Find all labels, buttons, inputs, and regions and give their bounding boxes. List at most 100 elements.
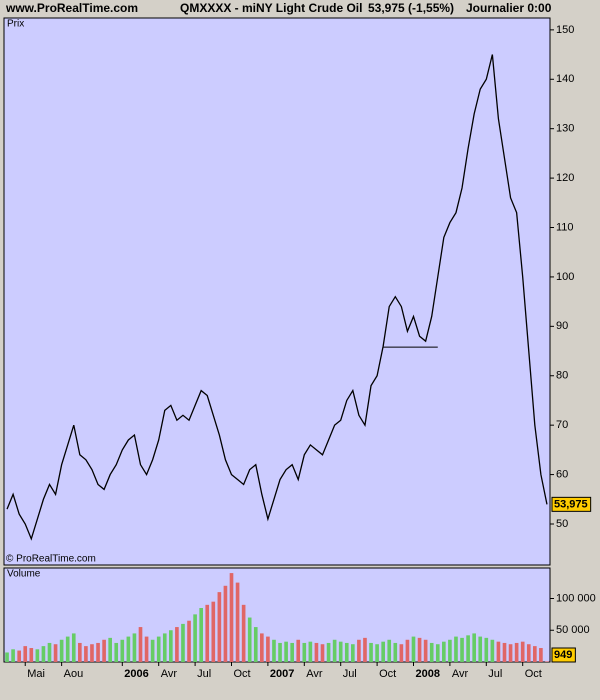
volume-bar <box>460 637 464 662</box>
volume-bar <box>193 614 197 662</box>
volume-bar <box>435 644 440 662</box>
volume-bar <box>29 648 34 662</box>
instrument-title: QMXXXX - miNY Light Crude Oil <box>180 1 362 15</box>
x-tick-label: Avr <box>452 668 469 680</box>
volume-bar <box>211 601 216 662</box>
x-tick-label: Jul <box>488 668 502 680</box>
volume-bar <box>53 644 58 662</box>
volume-bar <box>108 637 112 662</box>
volume-bar <box>484 637 489 662</box>
y-tick-label: 100 000 <box>556 592 596 604</box>
volume-bar <box>138 627 143 662</box>
panel-label: Prix <box>7 19 24 30</box>
volume-bar <box>150 639 155 662</box>
volume-bar <box>205 604 210 662</box>
volume-bar <box>102 639 106 662</box>
volume-bar <box>247 617 252 662</box>
y-tick-label: 140 <box>556 73 574 85</box>
volume-bar <box>375 644 379 662</box>
volume-bar <box>71 633 76 662</box>
x-tick-label: Avr <box>306 668 323 680</box>
volume-bar <box>399 644 404 662</box>
price-line <box>6 54 548 541</box>
volume-bar <box>199 608 203 662</box>
x-tick-label: Jul <box>197 668 211 680</box>
volume-bar <box>429 642 434 662</box>
volume-bar <box>442 641 446 662</box>
x-tick-label: Aou <box>64 668 84 680</box>
volume-bar <box>187 620 191 662</box>
last-value-label: 949 <box>554 649 572 661</box>
x-tick-label: Oct <box>234 668 251 680</box>
volume-bar <box>260 633 264 662</box>
y-tick-label: 130 <box>556 123 574 135</box>
x-tick-label: Mai <box>27 668 45 680</box>
volume-bar <box>405 639 410 662</box>
volume-bar <box>472 633 476 662</box>
volume-bar <box>417 637 422 662</box>
volume-bar <box>78 642 82 662</box>
volume-bar <box>278 642 282 662</box>
volume-bar <box>344 642 349 662</box>
volume-bar <box>84 646 88 662</box>
volume-bar <box>454 636 458 662</box>
volume-bar <box>545 661 549 662</box>
volume-bar <box>229 573 234 662</box>
plot-area <box>3 17 551 566</box>
volume-bar <box>302 642 307 662</box>
x-tick-label: Jul <box>343 668 357 680</box>
panel-label: Volume <box>7 569 41 580</box>
price-panel: 50 60 70 80 90 100 110 120 130 140 150 Prix © ProRea… <box>3 17 592 566</box>
x-tick-label: Avr <box>161 668 178 680</box>
volume-bar <box>466 635 470 662</box>
volume-bar <box>272 639 276 662</box>
volume-bar <box>496 641 501 662</box>
volume-bar <box>132 633 137 662</box>
volume-bar <box>144 636 149 662</box>
last-value-tag <box>551 647 576 663</box>
volume-bar <box>96 642 100 662</box>
volume-bar <box>387 639 392 662</box>
volume-panel: 100 000 50 000 Volume Mai Aou 2006 Avr Jul Oct 20… <box>3 567 596 680</box>
volume-bar <box>65 636 70 662</box>
volume-bar <box>526 644 531 662</box>
volume-bar <box>539 648 543 662</box>
volume-bar <box>296 639 301 662</box>
volume-bar <box>41 646 46 662</box>
x-tick-label: 2008 <box>416 668 440 680</box>
x-tick-label: Oct <box>525 668 542 680</box>
volume-bar <box>266 636 270 662</box>
volume-bar <box>520 641 525 662</box>
period: Journalier 0:00 <box>466 1 552 15</box>
volume-bar <box>59 639 64 662</box>
volume-bar <box>175 627 179 662</box>
last-value-tag <box>551 496 592 512</box>
volume-bar <box>448 639 452 662</box>
volume-bar <box>11 649 15 662</box>
volume-bar <box>369 642 373 662</box>
volume-bar <box>181 623 185 662</box>
volume-bar <box>351 644 355 662</box>
volume-bar <box>393 642 398 662</box>
volume-bar <box>126 636 131 662</box>
volume-bar <box>120 639 125 662</box>
volume-bar <box>5 652 9 662</box>
volume-bar <box>35 649 40 662</box>
last-value-label: 53,975 <box>554 498 588 510</box>
volume-bar <box>162 633 167 662</box>
volume-bar <box>326 642 331 662</box>
x-tick-label: Oct <box>379 668 396 680</box>
volume-bar <box>381 641 385 662</box>
volume-bar <box>502 642 507 662</box>
volume-bar <box>284 641 288 662</box>
y-tick-label: 110 <box>556 221 574 233</box>
volume-bar <box>223 585 228 662</box>
y-tick-label: 90 <box>556 320 568 332</box>
volume-bar <box>478 636 483 662</box>
volume-bar <box>241 604 246 662</box>
volume-bar <box>338 641 343 662</box>
y-tick-label: 120 <box>556 172 574 184</box>
y-tick-label: 100 <box>556 271 574 283</box>
x-tick-label: 2006 <box>124 668 148 680</box>
